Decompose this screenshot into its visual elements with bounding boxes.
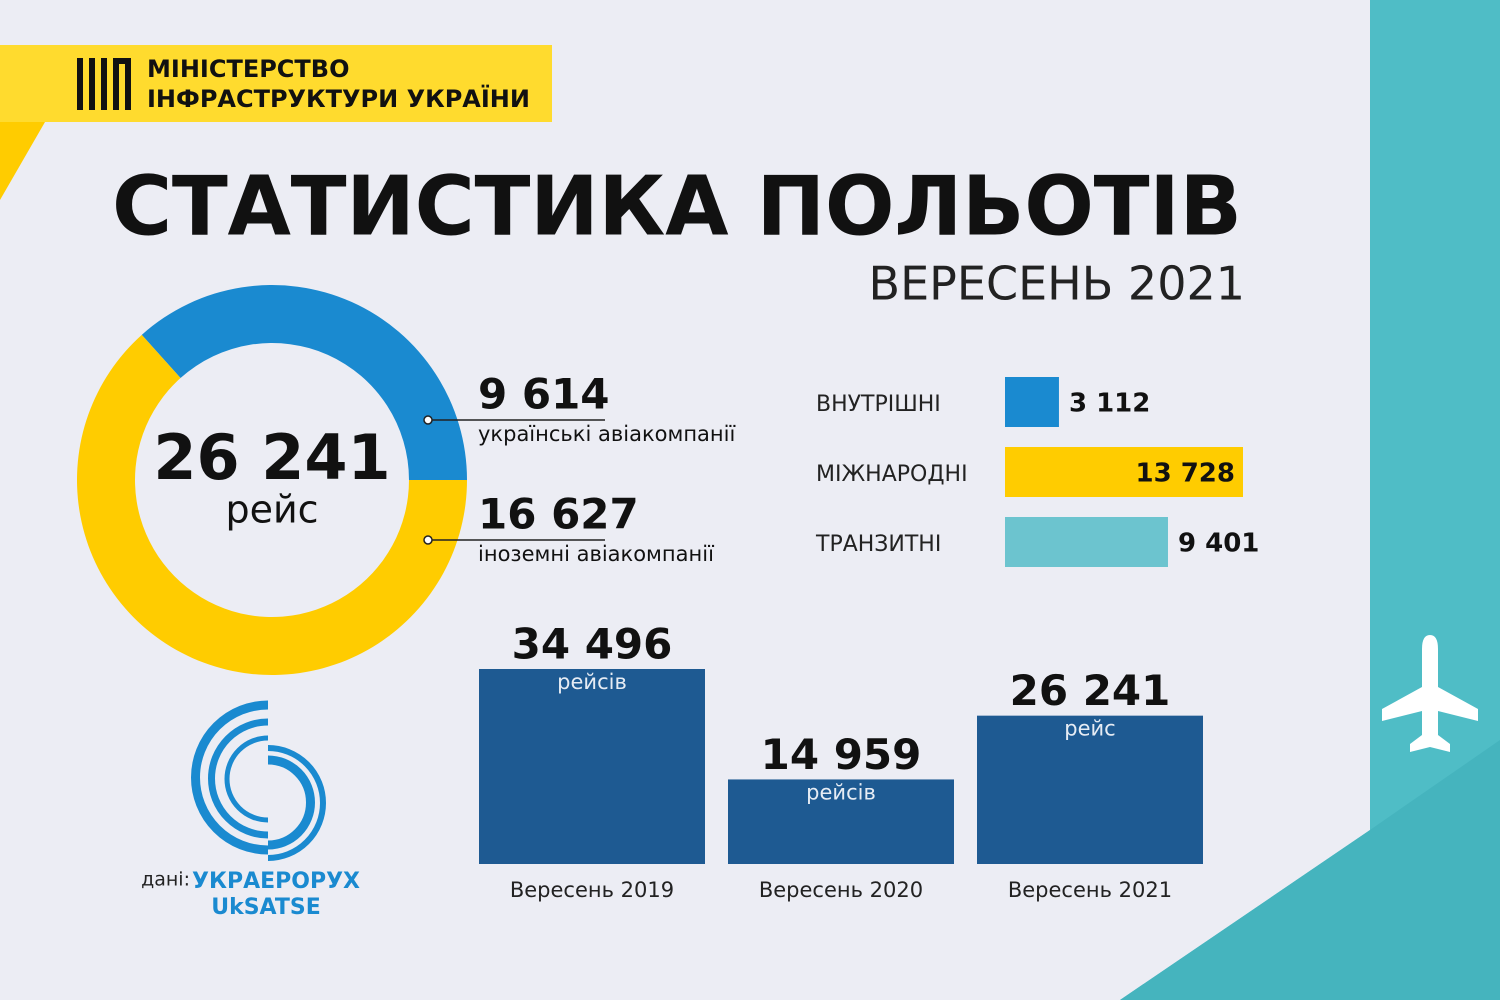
leader-dot xyxy=(423,415,433,425)
total-unit: рейс xyxy=(225,488,318,532)
bar-category: МІЖНАРОДНІ xyxy=(816,462,968,487)
donut-segment xyxy=(141,285,467,480)
bar-category: ВНУТРІШНІ xyxy=(816,392,941,417)
hbar xyxy=(1005,447,1243,497)
side-band xyxy=(1120,0,1500,1000)
plane-icon xyxy=(1382,635,1478,752)
segment-value: 16 627 xyxy=(478,490,639,539)
bar-unit: рейс xyxy=(1064,717,1115,741)
segment-label: українські авіакомпанії xyxy=(478,422,735,446)
ministry-line: ІНФРАСТРУКТУРИ УКРАЇНИ xyxy=(147,84,530,113)
title: СТАТИСТИКА ПОЛЬОТІВ xyxy=(112,159,1242,254)
bar-value: 3 112 xyxy=(1069,389,1150,419)
ministry-line: МІНІСТЕРСТВО xyxy=(147,55,349,83)
bar-value: 14 959 xyxy=(761,730,922,779)
source-prefix: дані: xyxy=(141,869,190,891)
source-code: UkSATSE xyxy=(211,895,321,920)
bar-category: ТРАНЗИТНІ xyxy=(815,532,941,557)
bar-unit: рейсів xyxy=(806,780,876,804)
side-band-shade xyxy=(1120,740,1500,1000)
leader-dot xyxy=(423,535,433,545)
x-tick-label: Вересень 2020 xyxy=(759,878,923,902)
uksatse-logo xyxy=(191,700,326,861)
source-name: УКРАЕРОРУХ xyxy=(192,869,360,894)
hbar xyxy=(1005,377,1059,427)
bar-value: 34 496 xyxy=(512,620,673,669)
bar-value: 9 401 xyxy=(1178,529,1259,559)
vbar xyxy=(479,669,705,864)
hbar xyxy=(1005,517,1168,567)
total-value: 26 241 xyxy=(153,421,390,494)
bar-value: 13 728 xyxy=(1135,459,1235,489)
bar-value: 26 241 xyxy=(1010,666,1171,715)
vbar xyxy=(977,715,1203,864)
x-tick-label: Вересень 2021 xyxy=(1008,878,1172,902)
segment-label: іноземні авіакомпанії xyxy=(478,542,714,566)
segment-value: 9 614 xyxy=(478,370,610,419)
bar-unit: рейсів xyxy=(557,670,627,694)
donut-segment xyxy=(77,334,467,675)
x-tick-label: Вересень 2019 xyxy=(510,878,674,902)
vbar xyxy=(728,779,954,864)
subtitle: ВЕРЕСЕНЬ 2021 xyxy=(869,257,1245,311)
ministry-logo xyxy=(77,58,131,110)
